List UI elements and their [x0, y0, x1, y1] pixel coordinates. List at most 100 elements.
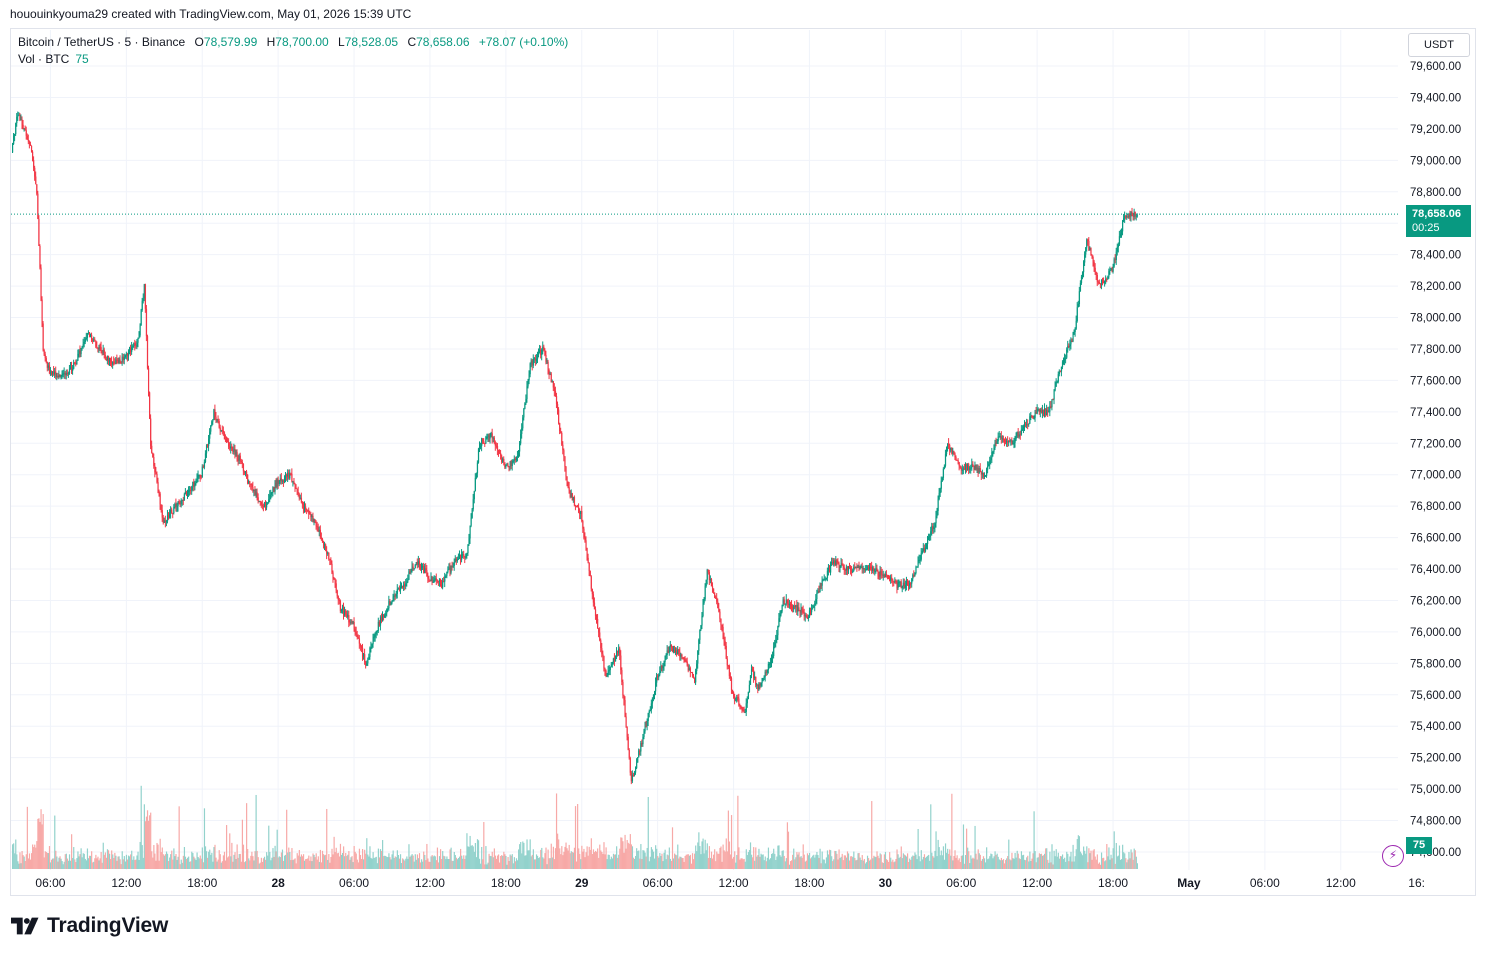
candle-body: [96, 346, 98, 348]
symbol-label[interactable]: Bitcoin / TetherUS · 5 · Binance: [18, 35, 186, 49]
flash-icon[interactable]: ⚡: [1382, 845, 1404, 867]
candle-body: [200, 476, 202, 478]
candle-body: [144, 284, 147, 309]
candle-body: [450, 565, 452, 573]
volume-bar: [574, 806, 577, 869]
candle-body: [72, 368, 74, 371]
volume-bar: [396, 850, 398, 869]
volume-bar: [1011, 852, 1013, 869]
volume-bar: [580, 859, 582, 869]
volume-bar: [976, 859, 978, 869]
candle-body: [176, 506, 178, 508]
tradingview-logo[interactable]: TradingView: [11, 914, 168, 938]
candle-body: [1095, 271, 1097, 276]
candle-body: [698, 639, 700, 651]
candle-body: [1011, 440, 1013, 444]
volume-bar: [58, 857, 60, 869]
volume-bar: [289, 852, 291, 869]
volume-bar: [52, 858, 54, 869]
candle-body: [709, 579, 712, 581]
candle-body: [115, 359, 117, 364]
candle-body: [1105, 278, 1107, 282]
candle-body: [1018, 434, 1020, 437]
volume-bar: [524, 855, 526, 869]
volume-bar: [404, 860, 406, 869]
candle-body: [155, 472, 157, 474]
volume-bar: [593, 852, 596, 869]
candle-body: [597, 618, 599, 629]
volume-bar: [830, 850, 832, 869]
volume-bar: [142, 857, 144, 869]
volume-bar: [111, 850, 113, 869]
volume-bar: [565, 842, 567, 869]
candle-body: [210, 426, 212, 432]
volume-bar: [643, 850, 645, 869]
candle-body: [525, 398, 527, 404]
candle-body: [411, 566, 413, 572]
volume-bar: [606, 859, 608, 869]
candle-body: [1045, 408, 1047, 416]
volume-bar: [308, 855, 310, 869]
volume-bar: [735, 862, 737, 869]
candle-body: [857, 565, 859, 568]
candle-body: [781, 606, 783, 612]
candle-body: [902, 582, 904, 587]
volume-bar: [251, 851, 253, 869]
candle-body: [913, 574, 915, 576]
candle-body: [495, 445, 498, 447]
volume-bar: [380, 850, 383, 869]
candle-body: [64, 372, 66, 376]
candle-body: [1127, 216, 1129, 218]
candle-body: [191, 486, 193, 490]
candle-body: [166, 515, 169, 522]
volume-bar: [1089, 853, 1091, 869]
volume-bar: [1133, 848, 1135, 869]
volume-bar: [44, 851, 46, 869]
candle-body: [308, 510, 310, 514]
candle-body: [518, 451, 520, 456]
volume-bar: [792, 854, 794, 869]
volume-bar: [532, 849, 534, 869]
volume-bar: [441, 858, 443, 869]
candle-body: [616, 650, 618, 658]
candle-body: [442, 581, 444, 588]
volume-bar: [370, 857, 372, 869]
candle-body: [972, 464, 974, 467]
volume-bar: [691, 853, 694, 869]
volume-bar: [356, 859, 358, 869]
volume-label[interactable]: Vol · BTC: [18, 52, 70, 66]
volume-bar: [704, 839, 706, 869]
volume-bar: [287, 852, 289, 869]
volume-bar: [765, 861, 767, 869]
candle-body: [636, 762, 638, 769]
candle-body: [716, 597, 718, 602]
candle-body: [1126, 216, 1128, 218]
candle-body: [268, 499, 270, 503]
volume-bar: [763, 860, 765, 869]
volume-bar: [711, 858, 714, 869]
candle-body: [122, 356, 124, 360]
candle-body: [579, 512, 581, 514]
volume-bar: [666, 854, 668, 869]
volume-bar: [1003, 863, 1006, 869]
volume-bar: [335, 847, 337, 869]
volume-bar: [392, 850, 394, 869]
volume-bar: [1008, 839, 1010, 869]
candle-body: [117, 360, 119, 364]
volume-bar: [1079, 851, 1082, 869]
candle-body: [618, 648, 620, 653]
volume-bar: [739, 859, 741, 869]
volume-bar: [818, 857, 820, 869]
candle-body: [299, 497, 301, 499]
volume-bar: [525, 855, 527, 869]
candle-body: [274, 483, 276, 492]
currency-button[interactable]: USDT: [1408, 33, 1470, 57]
candle-body: [775, 639, 777, 643]
volume-bar: [1088, 848, 1090, 869]
candle-body: [439, 580, 442, 585]
volume-bar: [476, 839, 479, 869]
volume-bar: [822, 859, 824, 869]
y-tick-label: 74,800.00: [1410, 816, 1461, 828]
candle-body: [710, 579, 713, 587]
